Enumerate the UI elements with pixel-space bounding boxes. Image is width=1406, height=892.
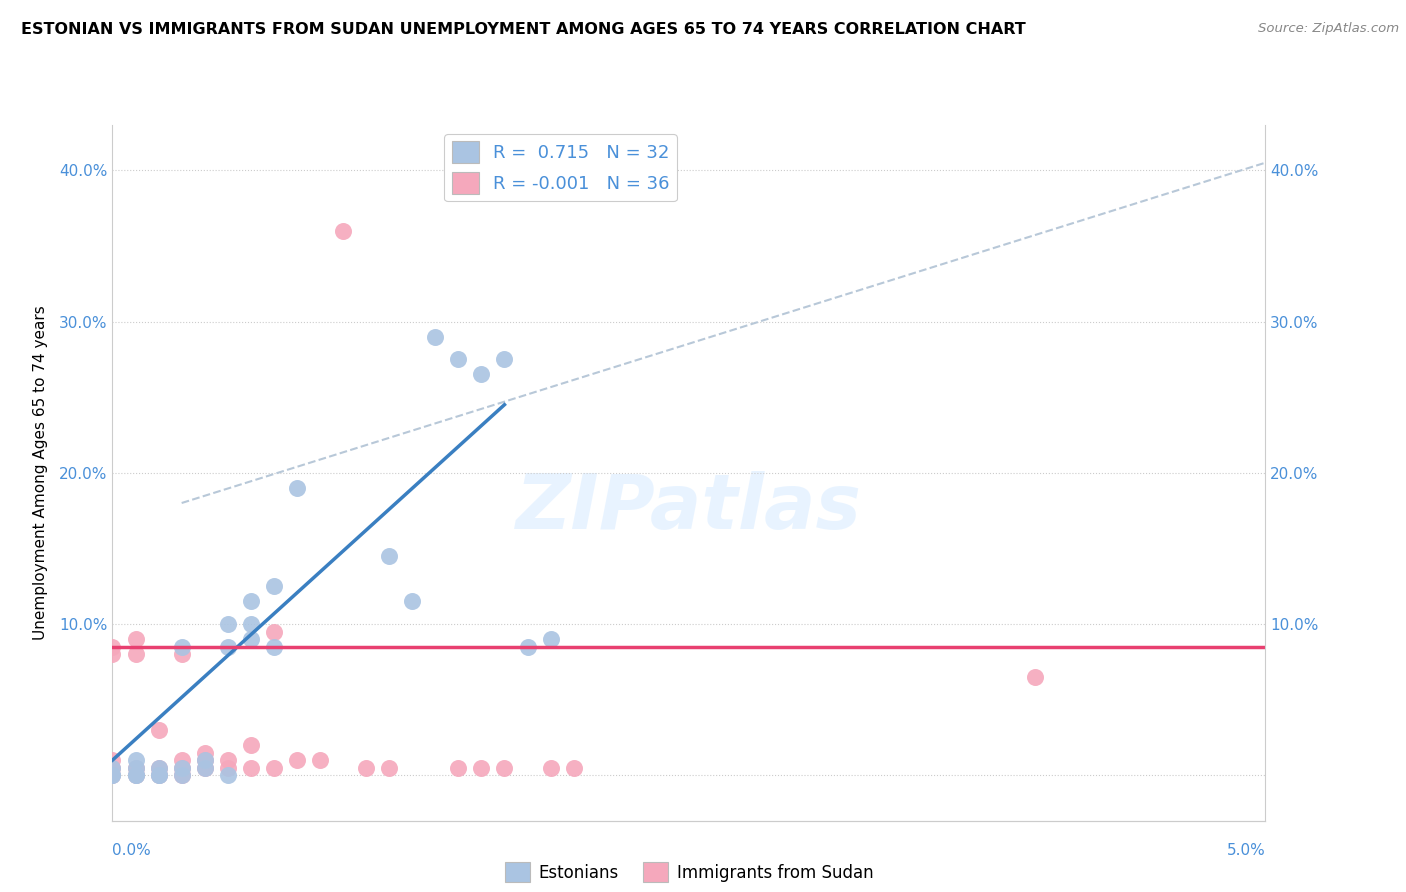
Point [194, 761, 217, 775]
Point [170, 647, 193, 661]
Point [401, 594, 423, 608]
Point [494, 761, 516, 775]
Point [194, 753, 217, 767]
Point [239, 632, 262, 647]
Point [217, 768, 239, 782]
Point [101, 768, 124, 782]
Point [447, 352, 470, 367]
Point [101, 761, 124, 775]
Point [425, 329, 447, 343]
Point [217, 640, 239, 654]
Point [148, 768, 170, 782]
Point [239, 617, 262, 632]
Y-axis label: Unemployment Among Ages 65 to 74 years: Unemployment Among Ages 65 to 74 years [32, 305, 48, 640]
Point [124, 632, 146, 647]
Point [101, 761, 124, 775]
Point [148, 761, 170, 775]
Point [239, 738, 262, 752]
Point [170, 768, 193, 782]
Point [148, 761, 170, 775]
Point [516, 640, 538, 654]
Point [447, 761, 470, 775]
Text: Source: ZipAtlas.com: Source: ZipAtlas.com [1258, 22, 1399, 36]
Point [217, 617, 239, 632]
Point [124, 647, 146, 661]
Point [124, 768, 146, 782]
Point [309, 753, 332, 767]
Point [263, 579, 285, 593]
Point [285, 753, 308, 767]
Point [562, 761, 585, 775]
Point [194, 753, 217, 767]
Point [124, 761, 146, 775]
Point [470, 761, 492, 775]
Point [101, 753, 124, 767]
Point [124, 753, 146, 767]
Point [101, 640, 124, 654]
Text: 5.0%: 5.0% [1226, 843, 1265, 858]
Point [217, 761, 239, 775]
Point [194, 761, 217, 775]
Point [354, 761, 377, 775]
Point [124, 761, 146, 775]
Point [540, 632, 562, 647]
Point [217, 753, 239, 767]
Point [101, 768, 124, 782]
Point [170, 768, 193, 782]
Point [148, 768, 170, 782]
Text: 0.0%: 0.0% [112, 843, 152, 858]
Point [124, 768, 146, 782]
Point [124, 768, 146, 782]
Point [470, 368, 492, 382]
Point [148, 723, 170, 737]
Point [170, 761, 193, 775]
Point [239, 761, 262, 775]
Point [170, 640, 193, 654]
Point [263, 640, 285, 654]
Point [170, 753, 193, 767]
Point [494, 352, 516, 367]
Text: ESTONIAN VS IMMIGRANTS FROM SUDAN UNEMPLOYMENT AMONG AGES 65 TO 74 YEARS CORRELA: ESTONIAN VS IMMIGRANTS FROM SUDAN UNEMPL… [21, 22, 1026, 37]
Point [101, 768, 124, 782]
Point [378, 761, 401, 775]
Point [378, 549, 401, 563]
Point [101, 647, 124, 661]
Point [332, 224, 354, 238]
Point [263, 761, 285, 775]
Legend: Estonians, Immigrants from Sudan: Estonians, Immigrants from Sudan [498, 855, 880, 888]
Point [194, 746, 217, 760]
Text: ZIPatlas: ZIPatlas [516, 471, 862, 544]
Point [285, 481, 308, 495]
Point [148, 768, 170, 782]
Point [540, 761, 562, 775]
Point [170, 761, 193, 775]
Point [263, 624, 285, 639]
Point [239, 594, 262, 608]
Point [1024, 670, 1046, 684]
